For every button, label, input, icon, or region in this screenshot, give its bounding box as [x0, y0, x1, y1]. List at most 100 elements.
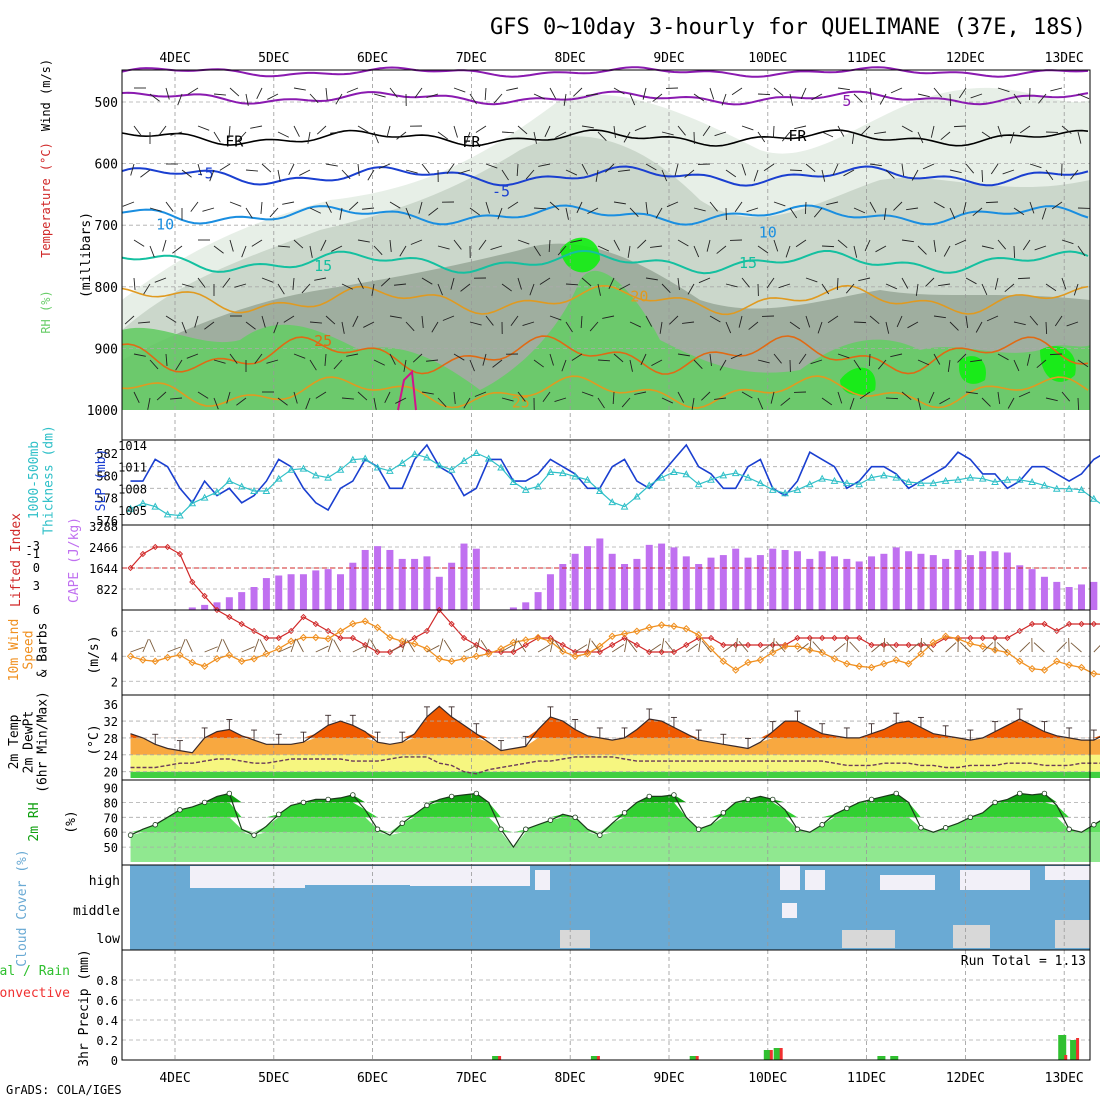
thickness-line: [130, 452, 1100, 517]
wind-speed-point: [978, 642, 987, 650]
dewpoint-line: [130, 756, 1100, 775]
wind-barb: [789, 169, 803, 172]
wind-barb: [837, 87, 850, 91]
wind-speed-point: [386, 633, 394, 642]
thickness-point: [1052, 484, 1061, 492]
li-point: [856, 634, 863, 642]
rh-point: [597, 832, 603, 838]
wind-barb: [229, 239, 234, 252]
thickness-point: [633, 492, 641, 500]
thickness-point: [941, 476, 950, 484]
wind-barb: [555, 131, 567, 139]
cloud-high-cover: [780, 866, 800, 890]
rh-point: [745, 796, 751, 803]
wind-barb: [871, 642, 883, 653]
wind-barb: [277, 169, 281, 182]
wind-barb: [901, 239, 914, 243]
day-label-bottom: 7DEC: [456, 1071, 487, 1086]
wind-speed-point: [250, 655, 258, 663]
thickness-point: [558, 469, 567, 477]
wind-speed-point: [571, 652, 579, 660]
slp-tick: 1005: [118, 504, 147, 518]
wind-barb: [346, 353, 359, 357]
panel-cloud-cover: high middle low Cloud Cover (%): [15, 849, 1091, 967]
wind-barb: [868, 353, 871, 367]
wind-barb: [309, 207, 321, 214]
wind-barb: [267, 93, 279, 100]
li-tick: 6: [33, 603, 40, 617]
temp-band-green: [130, 771, 1100, 778]
wind-barb: [181, 169, 192, 178]
wind-barb: [309, 359, 317, 371]
wind-barb: [348, 201, 359, 211]
wind-barb: [561, 359, 567, 372]
cape-bar: [929, 555, 937, 610]
wind-barb: [853, 93, 863, 103]
wind-barb: [458, 169, 471, 174]
wind-barb: [634, 391, 647, 395]
wind-barb: [1002, 169, 1015, 175]
wind-barb: [906, 207, 919, 211]
wind-barb: [362, 207, 375, 210]
thickness-tick: 582: [96, 447, 118, 461]
wind-speed-point: [1003, 648, 1012, 657]
wind-barb: [757, 397, 764, 410]
thickness-point: [460, 456, 468, 464]
wind-barb: [167, 646, 181, 653]
thickness-point: [867, 473, 876, 481]
wind-barb: [832, 163, 839, 176]
wind-barb: [597, 359, 611, 362]
wind-barb: [357, 277, 364, 289]
wind-barb: [442, 315, 455, 321]
wind-barb: [970, 93, 983, 99]
footer-credit: GrADS: COLA/IGES: [6, 1083, 122, 1097]
wind-barb: [177, 93, 183, 106]
wind-barb: [645, 163, 657, 171]
thickness-point: [682, 470, 691, 478]
wind-barb: [437, 283, 443, 296]
wind-barb: [401, 638, 407, 653]
li-tick: 0: [33, 561, 40, 575]
wind-barb: [219, 163, 231, 171]
wind-barb: [642, 87, 647, 100]
wind-barb: [957, 353, 967, 363]
wind-barb: [226, 391, 231, 404]
cape-bar: [423, 556, 431, 610]
wind-barb: [485, 201, 490, 214]
day-label-bottom: 6DEC: [357, 1071, 388, 1086]
cape-bar: [707, 557, 715, 610]
rh-point: [448, 793, 455, 800]
axis-label: Lifted Index: [9, 513, 24, 607]
wind-barb: [651, 359, 663, 367]
wind-speed-point: [410, 640, 419, 648]
precip-legend-convective: Convective: [0, 986, 70, 1001]
day-label-top: 11DEC: [847, 51, 886, 66]
wind-barb: [698, 638, 702, 653]
cloud-high-cover: [1045, 866, 1090, 880]
wind-barb: [251, 239, 263, 247]
wind-speed-point: [880, 660, 888, 668]
thickness-point: [534, 482, 542, 490]
cape-bar: [275, 575, 283, 610]
cape-bar: [818, 551, 826, 610]
wind-barb: [883, 207, 887, 220]
temp-contour-minus5: [121, 165, 1089, 187]
wind-barb: [853, 245, 858, 258]
wind-speed-point: [830, 655, 839, 663]
precip-convective-bar: [779, 1048, 783, 1060]
li-point: [226, 613, 233, 621]
axis-label-line: 3hr Precip (mm): [77, 949, 92, 1066]
thickness-point: [1077, 485, 1086, 493]
wind-barb: [661, 169, 668, 182]
wind-barb: [149, 245, 155, 258]
thickness-point: [213, 488, 221, 496]
wind-barb: [587, 638, 591, 653]
wind-barb: [915, 283, 919, 296]
cape-bar: [238, 592, 246, 610]
contour-label: 15: [314, 257, 332, 275]
wind-barb: [529, 283, 535, 296]
wind-barb: [595, 169, 599, 182]
wind-barb: [147, 397, 151, 410]
wind-barb: [738, 640, 749, 653]
wind-barb: [608, 277, 615, 290]
